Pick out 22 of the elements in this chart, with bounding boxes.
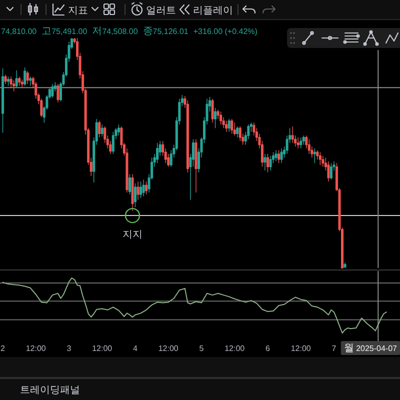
x-tick-label: 5 [199,344,204,353]
x-tick-label: 12:00 [92,344,113,353]
ref-line-label: 월 2025-04-07 [344,343,398,354]
x-tick-label: 12:00 [26,344,46,353]
text: 종75,126.01 [142,26,189,37]
text: 지표 [68,6,88,16]
text: 얼러트 [146,6,176,16]
text: 저74,508.00 [92,26,138,37]
x-tick-label: 6 [266,344,271,353]
text: 리플레이 [193,6,233,16]
annotation: 지지 [122,230,142,241]
x-tick-label: 12:00 [158,344,179,353]
x-tick-label: 12:00 [224,344,246,353]
x-tick-label: 7 [332,344,337,353]
text: 고75,491.00 [42,26,88,37]
text: +316.00 (+0.42%) [193,27,258,36]
text: 트레이딩패널 [20,385,80,396]
x-tick-label: 3 [66,344,72,353]
text: 74,810.00 [1,27,38,36]
x-tick-label: 2 [0,344,6,353]
x-tick-label: 4 [133,344,138,353]
x-tick-label: 12:00 [290,344,312,353]
